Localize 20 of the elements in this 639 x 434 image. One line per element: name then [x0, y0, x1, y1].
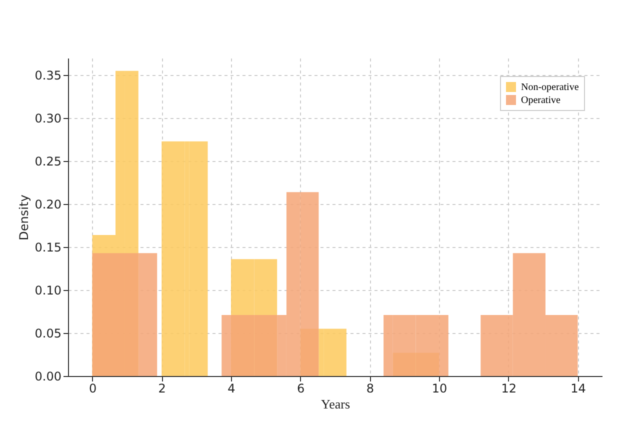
x-axis-title: Years — [320, 396, 350, 412]
x-tick-label: 14 — [570, 382, 586, 396]
y-tick-label: 0.00 — [34, 370, 62, 384]
x-tick-label: 4 — [228, 382, 236, 396]
legend-label: Operative — [521, 95, 561, 106]
y-tick-label: 0.30 — [34, 112, 62, 126]
y-tick-label: 0.15 — [34, 240, 62, 255]
y-tick-label: 0.05 — [34, 326, 62, 341]
x-tick-label: 2 — [158, 382, 166, 396]
legend-label: Non-operative — [521, 82, 580, 93]
x-tick-label: 6 — [297, 382, 305, 396]
y-tick-label: 0.10 — [34, 284, 62, 298]
x-tick-label: 12 — [501, 382, 517, 396]
x-tick-label: 0 — [88, 382, 97, 396]
y-tick-label: 0.25 — [34, 154, 62, 169]
y-tick-label: 0.35 — [34, 68, 62, 83]
x-tick-label: 10 — [432, 382, 448, 396]
y-tick-label: 0.20 — [34, 198, 62, 212]
x-tick-label: 8 — [366, 382, 374, 396]
y-axis-title: Density — [16, 194, 31, 240]
